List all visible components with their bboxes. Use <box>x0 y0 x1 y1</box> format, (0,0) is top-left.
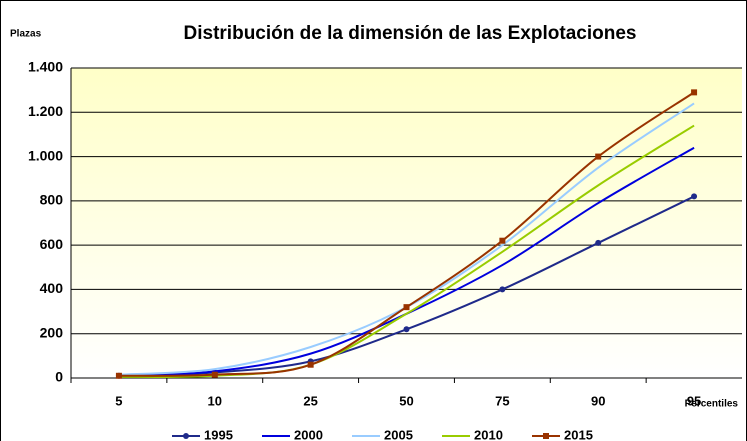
chart-title: Distribución de la dimensión de las Expl… <box>184 23 637 44</box>
y-tick-label: 800 <box>40 192 64 208</box>
y-axis-label: Plazas <box>10 29 42 40</box>
legend-marker <box>543 433 549 439</box>
marker <box>403 304 410 311</box>
x-axis-label: Percentiles <box>685 399 739 410</box>
marker <box>595 153 602 160</box>
marker <box>499 237 506 244</box>
marker <box>499 286 506 293</box>
x-tick-label: 25 <box>303 393 317 408</box>
marker <box>211 371 218 378</box>
marker <box>595 239 602 246</box>
legend-label: 2005 <box>384 427 413 441</box>
legend-label: 2010 <box>474 427 503 441</box>
y-tick-label: 1.000 <box>28 147 63 163</box>
marker <box>691 193 698 200</box>
x-tick-label: 50 <box>399 393 413 408</box>
x-tick-label: 90 <box>591 393 605 408</box>
marker <box>115 372 122 379</box>
marker <box>691 89 698 96</box>
legend-label: 1995 <box>204 427 233 441</box>
y-tick-label: 0 <box>55 369 63 385</box>
x-tick-label: 75 <box>495 393 509 408</box>
marker <box>403 326 410 333</box>
y-tick-label: 1.400 <box>28 59 63 75</box>
x-tick-label: 5 <box>115 393 122 408</box>
y-tick-label: 1.200 <box>28 103 63 119</box>
legend-label: 2000 <box>294 427 323 441</box>
y-tick-label: 200 <box>40 324 64 340</box>
legend-label: 2015 <box>564 427 593 441</box>
marker <box>307 361 314 368</box>
x-tick-label: 10 <box>208 393 222 408</box>
legend-marker <box>183 433 189 439</box>
x-tick-label: 95 <box>687 393 701 408</box>
y-tick-label: 400 <box>40 280 64 296</box>
y-tick-label: 600 <box>40 236 64 252</box>
